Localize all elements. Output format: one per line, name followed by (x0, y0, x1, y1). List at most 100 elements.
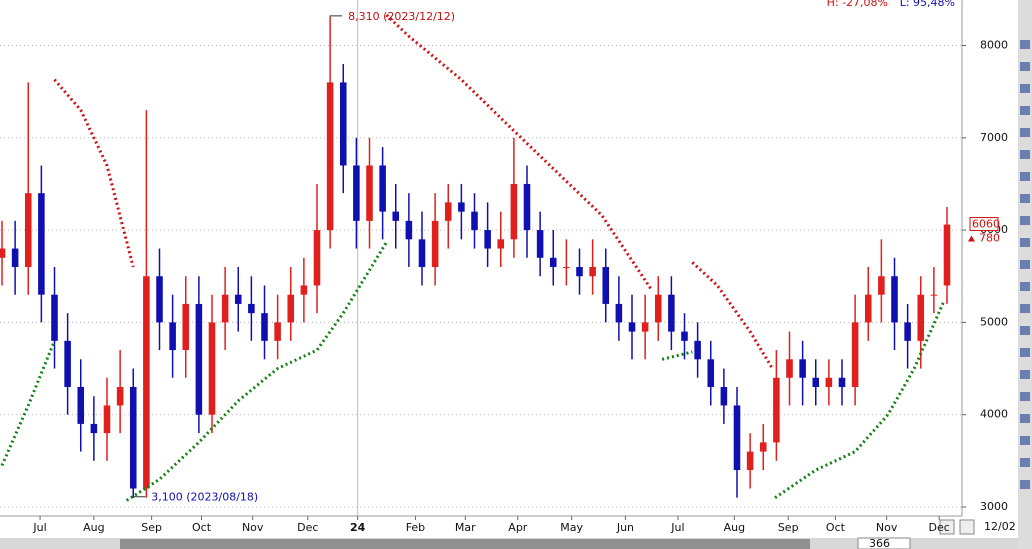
sar-dots (0, 340, 56, 467)
candle-body (654, 294, 662, 323)
candle-body (615, 303, 623, 323)
candle-body (510, 183, 518, 240)
candle-body (864, 294, 872, 323)
candle-body (733, 405, 741, 471)
candle-body (891, 276, 898, 323)
y-tick-label: 7000 (980, 131, 1008, 144)
candle-body (720, 386, 728, 406)
candle-body (234, 294, 242, 304)
candle-body (484, 230, 491, 249)
x-tick-label: Feb (406, 521, 425, 534)
x-tick-label: Jun (616, 521, 634, 534)
x-tick-label: Dec (928, 521, 949, 534)
annotation-line (132, 496, 146, 498)
candle-body (103, 405, 111, 434)
last-price-label: 6060 (972, 218, 1000, 231)
candle-body (77, 386, 85, 424)
candle-body (943, 224, 951, 286)
scroll-thumb[interactable] (120, 539, 810, 549)
x-tick-label: Sep (141, 521, 162, 534)
x-tick-label: Oct (826, 521, 846, 534)
candle-body (773, 377, 780, 443)
candle-body (221, 294, 229, 323)
x-tick-label: Aug (724, 521, 745, 534)
candle-body (38, 193, 45, 295)
candle-body (156, 276, 163, 323)
candle-body (930, 294, 938, 296)
candle-body (208, 322, 216, 415)
candle-body (641, 322, 649, 332)
edit-button[interactable] (939, 519, 955, 535)
candle-body (182, 303, 190, 351)
change-label: 780 (979, 232, 1000, 245)
candle-body (24, 193, 32, 268)
y-tick-label: 8000 (980, 39, 1008, 52)
x-tick-label: Mar (455, 521, 476, 534)
candle-body (326, 82, 334, 231)
candle-body (878, 276, 885, 295)
header-low: L: 95,48% (900, 0, 955, 9)
candle-body (116, 386, 124, 406)
x-tick-label: Jul (670, 521, 684, 534)
candle-body (799, 359, 806, 378)
annotation-line (329, 15, 343, 17)
candle-body (576, 267, 583, 277)
x-tick-label: 24 (350, 521, 366, 534)
candle-body (497, 239, 505, 249)
sar-dots (661, 350, 693, 361)
candle-body (707, 359, 715, 387)
candle-body (248, 303, 255, 314)
candle-body (51, 294, 58, 341)
candle-body (143, 276, 150, 489)
candle-body (589, 267, 596, 277)
candle-body (825, 377, 833, 387)
candle-body (549, 257, 557, 268)
sar-dots (125, 241, 388, 502)
candle-body (786, 359, 793, 378)
candle-body (313, 230, 321, 286)
candle-body (129, 386, 137, 489)
candle-body (287, 294, 295, 323)
candle-body (11, 248, 19, 268)
date-label: 12/02 (984, 520, 1016, 533)
candle-body (838, 377, 846, 387)
candle-body (904, 322, 911, 341)
x-tick-label: Apr (508, 521, 528, 534)
y-tick-label: 5000 (980, 315, 1008, 328)
x-tick-label: Sep (778, 521, 799, 534)
side-toolbar (1018, 0, 1032, 549)
candle-body (64, 340, 71, 387)
annotation: 8,310 (2023/12/12) (348, 10, 455, 23)
candle-body (681, 331, 688, 341)
candle-body (418, 239, 426, 268)
x-tick-label: Aug (83, 521, 104, 534)
sar-dots (774, 299, 946, 499)
candle-body (536, 230, 544, 258)
x-tick-label: May (560, 521, 583, 534)
candle-body (668, 294, 675, 332)
candle-body (274, 322, 281, 341)
candle-body (0, 248, 6, 258)
sar-dots (53, 78, 135, 268)
candle-body (917, 294, 925, 341)
sar-dots (385, 13, 653, 291)
candle-body (851, 322, 859, 387)
x-tick-label: Oct (192, 521, 212, 534)
x-tick-label: Jul (32, 521, 46, 534)
candle-body (694, 340, 701, 360)
candle-body (431, 220, 439, 268)
sar-dots (691, 261, 774, 370)
candle-body (759, 442, 767, 452)
annotation: 3,100 (2023/08/18) (151, 491, 258, 504)
candle-body (195, 303, 203, 415)
candle-body (353, 165, 360, 221)
candle-body (602, 267, 610, 304)
y-tick-label: 4000 (980, 408, 1008, 421)
header-high: H: -27,08% (827, 0, 888, 9)
zoom-value[interactable]: 366 (869, 537, 890, 549)
zoom-box[interactable] (857, 537, 911, 549)
edit-button[interactable] (959, 519, 975, 535)
